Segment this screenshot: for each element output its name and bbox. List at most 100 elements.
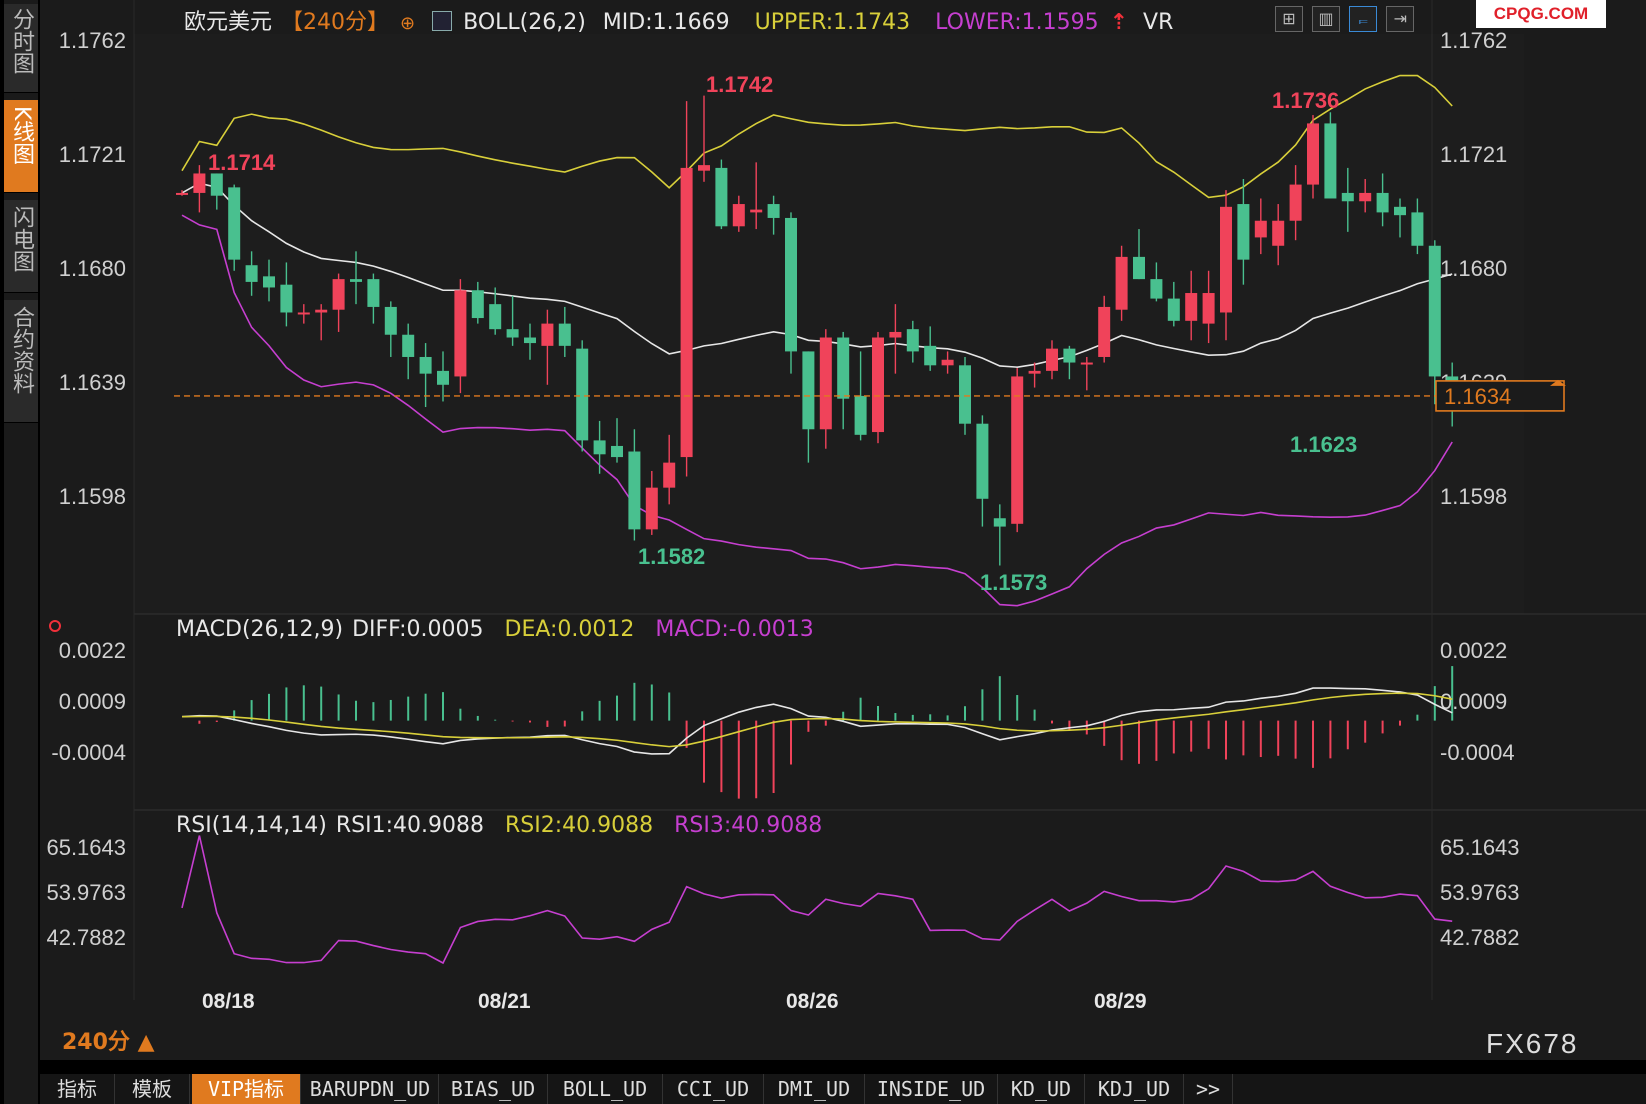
sidebar-item-label: 合约资料	[9, 306, 34, 394]
candle-body	[315, 309, 328, 313]
price-annotation: 1.1742	[706, 72, 773, 97]
candle-body	[663, 462, 676, 488]
macd-value: MACD:-0.0013	[655, 617, 814, 642]
candle-body	[384, 306, 397, 335]
candle-body	[1011, 376, 1024, 524]
tab-boll[interactable]: BOLL_UD	[548, 1074, 663, 1104]
candle-body	[1324, 123, 1337, 199]
candle-body	[889, 331, 902, 338]
rsi2-value: RSI2:40.9088	[505, 813, 654, 838]
tab-templates[interactable]: 模板	[115, 1074, 190, 1104]
candle-body	[1185, 293, 1198, 321]
period-name: 【240分】	[281, 10, 390, 35]
price-tick-label: 1.1680	[1440, 256, 1507, 281]
candle-body	[785, 217, 797, 352]
candle-body	[1359, 192, 1372, 202]
boll-upper: UPPER:1.1743	[754, 10, 911, 35]
rsi-tick-label: 42.7882	[1440, 925, 1520, 950]
rsi-tick-label: 65.1643	[46, 835, 126, 860]
candle-body	[489, 304, 502, 330]
candle-body	[959, 365, 971, 424]
candle-body	[263, 276, 275, 288]
tab-bias[interactable]: BIAS_UD	[439, 1074, 548, 1104]
tab-cci[interactable]: CCI_UD	[663, 1074, 764, 1104]
exit-icon[interactable]: ⇥	[1386, 6, 1415, 32]
candle-body	[471, 290, 484, 319]
symbol-name: 欧元美元	[184, 10, 273, 35]
candle-body	[541, 323, 554, 346]
macd-tick-label: 0.0009	[59, 689, 126, 714]
tab-indicators[interactable]: 指标	[40, 1074, 115, 1104]
indicator-icon[interactable]	[432, 11, 453, 31]
candle-body	[558, 323, 571, 346]
candle-body	[1289, 184, 1302, 221]
candle-body	[524, 337, 536, 344]
chart-icon[interactable]: ▥	[1312, 6, 1341, 32]
candle-body	[1098, 306, 1111, 357]
candle-body	[645, 487, 658, 530]
candle-body	[1202, 293, 1215, 324]
candle-body	[350, 279, 362, 282]
rsi-title: RSI(14,14,14)	[176, 813, 327, 838]
candle-body	[1394, 206, 1406, 216]
chart-area[interactable]: 1.1762 1.1762 1.1721 1.1721 1.1680 1.1680 1.16…	[40, 0, 1646, 1060]
tab-kd[interactable]: KD_UD	[998, 1074, 1085, 1104]
macd-legend: MACD(26,12,9) DIFF:0.0005 DEA:0.0012 MAC…	[176, 617, 824, 642]
sidebar-item-timeshare[interactable]: 分时图	[4, 4, 38, 93]
candle-body	[593, 440, 606, 455]
up-arrow-icon[interactable]: ⇡	[1109, 10, 1129, 35]
grid-icon[interactable]: ⊞	[1275, 6, 1303, 32]
sidebar-item-kline[interactable]: K线图	[4, 100, 38, 193]
candle-body	[1133, 256, 1145, 280]
candle-body	[193, 173, 206, 193]
watermark: FX678	[1486, 1028, 1579, 1059]
tab-more[interactable]: >>	[1184, 1074, 1233, 1104]
candle-body	[280, 284, 293, 313]
candle-body	[993, 518, 1006, 527]
crosshair-icon[interactable]: ⊕	[400, 13, 416, 34]
price-tick-label: 1.1762	[1440, 28, 1507, 53]
tab-inside[interactable]: INSIDE_UD	[865, 1074, 998, 1104]
candle-body	[698, 165, 710, 171]
candle-body	[367, 279, 380, 307]
candle-body	[176, 192, 188, 195]
candle-body	[1376, 192, 1389, 213]
macd-tick-label: -0.0004	[51, 740, 126, 765]
candle-body	[1428, 245, 1441, 377]
tab-kdj[interactable]: KDJ_UD	[1085, 1074, 1184, 1104]
candle-body	[1254, 220, 1267, 238]
macd-tick-label: 0.0022	[59, 638, 126, 663]
sidebar-item-contract[interactable]: 合约资料	[4, 300, 38, 423]
price-annotation: 1.1736	[1272, 88, 1339, 113]
kline-icon[interactable]: ⫭	[1349, 6, 1378, 32]
candle-body	[1272, 220, 1285, 246]
vr-label[interactable]: VR	[1143, 10, 1174, 35]
candle-body	[802, 351, 815, 430]
period-selector[interactable]: 240分 ▲	[62, 1030, 155, 1055]
price-tick-label: 1.1721	[59, 142, 126, 167]
indicator-tab-bar: 指标 模板 VIP指标 BARUPDN_UD BIAS_UD BOLL_UD C…	[40, 1074, 1646, 1104]
boll-mid-line	[181, 182, 1453, 368]
current-price-tag	[1435, 380, 1565, 412]
brand-logo: CPQG.COM	[1476, 0, 1606, 28]
tab-vip-indicators[interactable]: VIP指标	[192, 1074, 301, 1104]
date-axis-label: 08/29	[1094, 990, 1147, 1013]
tab-barupdn[interactable]: BARUPDN_UD	[302, 1074, 439, 1104]
rsi-tick-label: 65.1643	[1440, 835, 1520, 860]
price-marker-icon	[1550, 379, 1566, 386]
rsi-tick-label: 42.7882	[46, 925, 126, 950]
tab-dmi[interactable]: DMI_UD	[764, 1074, 865, 1104]
rsi-legend: RSI(14,14,14) RSI1:40.9088 RSI2:40.9088 …	[176, 813, 832, 838]
candle-body	[419, 356, 432, 374]
candle-body	[1220, 206, 1232, 313]
kline-chart[interactable]: 1.1762 1.1762 1.1721 1.1721 1.1680 1.1680 1.16…	[40, 0, 1646, 1060]
macd-dea: DEA:0.0012	[504, 617, 635, 642]
date-axis-label: 08/18	[202, 990, 255, 1013]
candle-body	[767, 204, 780, 218]
candle-body	[1150, 279, 1163, 299]
sidebar-item-flash[interactable]: 闪电图	[4, 200, 38, 293]
boll-lower: LOWER:1.1595	[935, 10, 1099, 35]
price-tick-label: 1.1680	[59, 256, 126, 281]
current-price-label: 1.1634	[1444, 384, 1511, 409]
macd-tick-label: -0.0004	[1440, 740, 1515, 765]
